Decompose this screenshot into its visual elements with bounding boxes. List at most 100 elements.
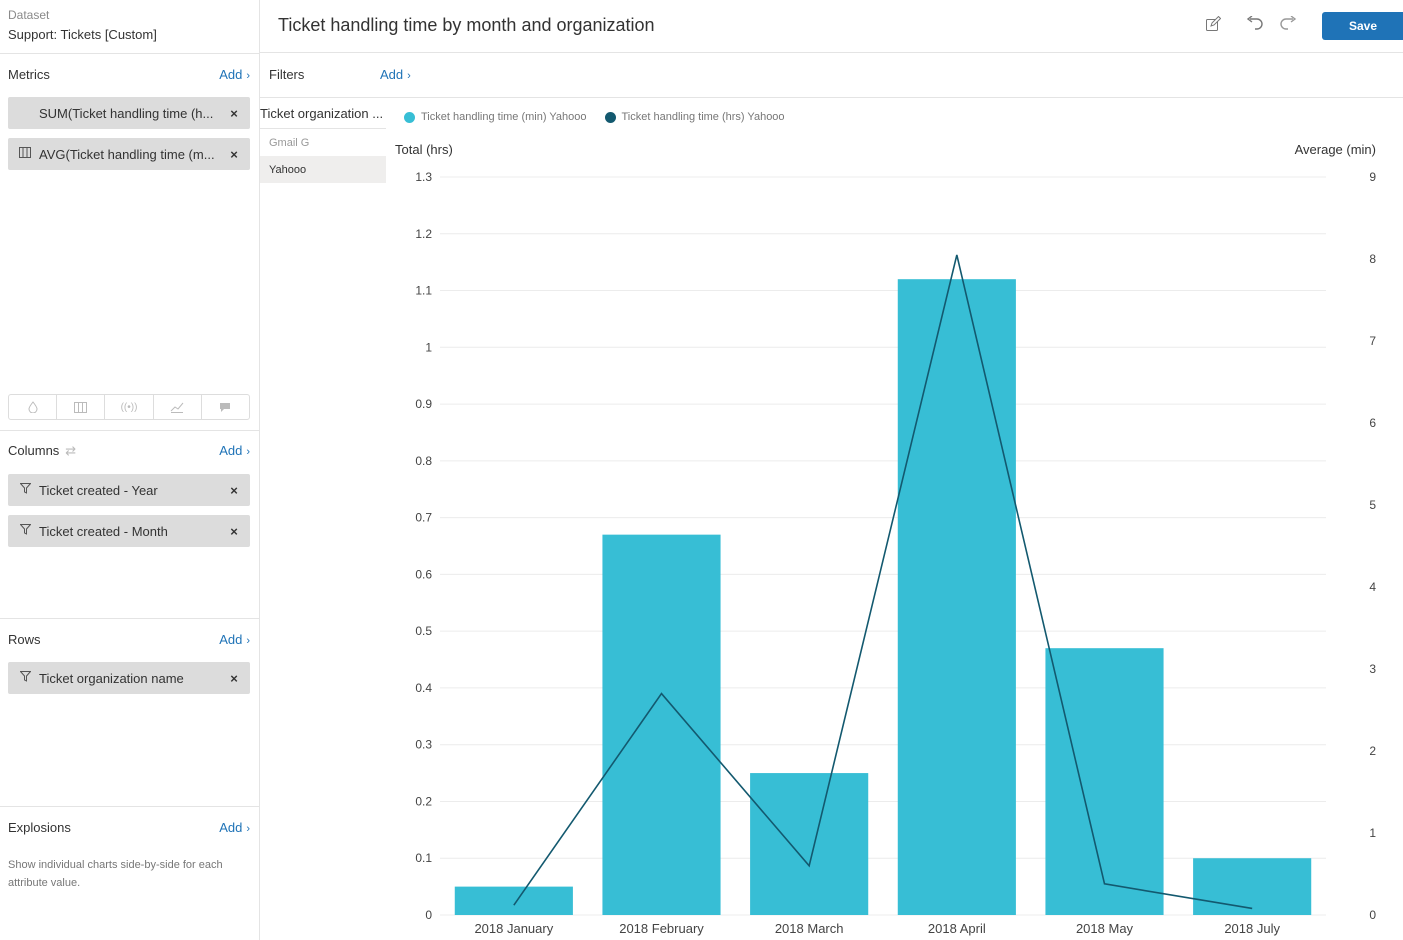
chevron-right-icon: › bbox=[246, 823, 250, 835]
remove-icon[interactable]: × bbox=[230, 482, 238, 498]
dataset-name[interactable]: Support: Tickets [Custom] bbox=[8, 27, 157, 42]
comment-icon[interactable] bbox=[202, 395, 249, 419]
legend-item[interactable]: Ticket handling time (min) Yahooo bbox=[404, 111, 587, 123]
chart-canvas: 0 0.1 0.2 0.3 0.4 0.5 0.6 0.7 0.8 0.9 1 1.1 1.2 1.3 0 1… bbox=[415, 170, 1376, 936]
bar bbox=[1193, 858, 1312, 915]
row-selector: Ticket organization ... Gmail G Yahooo bbox=[260, 98, 386, 183]
filter-icon[interactable] bbox=[18, 671, 32, 685]
rows-add-label: Add bbox=[219, 632, 243, 647]
chevron-right-icon: › bbox=[246, 635, 250, 647]
remove-icon[interactable]: × bbox=[230, 105, 238, 121]
metrics-add-button[interactable]: Add › bbox=[219, 67, 250, 82]
columns-title-label: Columns bbox=[8, 443, 60, 458]
filters-label: Filters bbox=[269, 67, 305, 82]
x-tick-label: 2018 May bbox=[1076, 921, 1134, 936]
explosions-description: Show individual charts side-by-side for … bbox=[8, 859, 223, 889]
x-tick-label: 2018 February bbox=[619, 921, 704, 936]
divider bbox=[0, 430, 259, 431]
metric-pill[interactable]: SUM(Ticket handling time (h... × bbox=[8, 97, 250, 129]
columns-icon[interactable] bbox=[57, 395, 106, 419]
filters-add-button[interactable]: Add › bbox=[380, 67, 411, 82]
metric-pill-label: SUM(Ticket handling time (h... bbox=[39, 105, 214, 121]
filter-icon[interactable] bbox=[18, 483, 32, 497]
y-axis-title-left: Total (hrs) bbox=[395, 142, 453, 157]
row-pill[interactable]: Ticket organization name × bbox=[8, 662, 250, 694]
y-tick-label-left: 1.3 bbox=[415, 170, 432, 184]
y-tick-label-right: 7 bbox=[1369, 334, 1376, 348]
chevron-right-icon: › bbox=[246, 446, 250, 458]
y-tick-label-right: 4 bbox=[1369, 580, 1376, 594]
line-series bbox=[513, 254, 1253, 910]
remove-icon[interactable]: × bbox=[230, 670, 238, 686]
y-axis-title-right: Average (min) bbox=[1294, 142, 1376, 157]
x-tick-label: 2018 January bbox=[474, 921, 553, 936]
columns-add-button[interactable]: Add › bbox=[219, 443, 250, 458]
undo-icon[interactable] bbox=[1246, 15, 1264, 35]
legend-item[interactable]: Ticket handling time (hrs) Yahooo bbox=[604, 111, 785, 123]
metrics-title: Metrics bbox=[8, 67, 50, 82]
y-tick-label-right: 3 bbox=[1369, 662, 1376, 676]
filter-icon[interactable] bbox=[18, 524, 32, 538]
y-tick-label-left: 0.9 bbox=[415, 397, 432, 411]
y-tick-label-right: 2 bbox=[1369, 744, 1376, 758]
column-pill[interactable]: Ticket created - Year × bbox=[8, 474, 250, 506]
y-tick-label-right: 9 bbox=[1369, 170, 1376, 184]
dataset-label: Dataset bbox=[8, 8, 50, 22]
row-pill-label: Ticket organization name bbox=[39, 670, 184, 686]
divider bbox=[0, 53, 259, 54]
remove-icon[interactable]: × bbox=[230, 146, 238, 162]
divider bbox=[0, 618, 259, 619]
y-tick-label-left: 1 bbox=[425, 340, 432, 354]
column-chart-icon bbox=[18, 147, 32, 161]
remove-icon[interactable]: × bbox=[230, 523, 238, 539]
swap-icon[interactable]: ⇄ bbox=[65, 443, 77, 458]
y-tick-label-left: 0.5 bbox=[415, 624, 432, 638]
y-tick-label-left: 0.1 bbox=[415, 851, 432, 865]
y-tick-label-right: 8 bbox=[1369, 252, 1376, 266]
save-button[interactable]: Save bbox=[1322, 12, 1403, 40]
metric-pill-label: AVG(Ticket handling time (m... bbox=[39, 146, 215, 162]
redo-icon[interactable] bbox=[1279, 15, 1297, 35]
chart-type-toggle: ((•)) bbox=[8, 394, 250, 420]
y-tick-label-right: 0 bbox=[1369, 908, 1376, 922]
chart-legend: Ticket handling time (min) Yahooo Ticket… bbox=[404, 111, 803, 123]
columns-add-label: Add bbox=[219, 443, 243, 458]
row-selector-item[interactable]: Yahooo bbox=[260, 156, 386, 183]
y-tick-label-right: 6 bbox=[1369, 416, 1376, 430]
columns-title: Columns ⇄ bbox=[8, 443, 76, 459]
y-tick-label-left: 1.1 bbox=[415, 284, 432, 298]
y-tick-label-left: 0 bbox=[425, 908, 432, 922]
page-title[interactable]: Ticket handling time by month and organi… bbox=[278, 15, 655, 35]
y-tick-label-right: 5 bbox=[1369, 498, 1376, 512]
filters-add-label: Add bbox=[380, 67, 404, 82]
header: Ticket handling time by month and organi… bbox=[260, 0, 1403, 53]
metric-pill[interactable]: AVG(Ticket handling time (m... × bbox=[8, 138, 250, 170]
chevron-right-icon: › bbox=[407, 70, 411, 82]
drop-icon[interactable] bbox=[9, 395, 58, 419]
divider bbox=[0, 806, 259, 807]
column-pill-label: Ticket created - Month bbox=[39, 523, 168, 539]
filter-bar: Filters Add › bbox=[260, 53, 1403, 98]
row-selector-title: Ticket organization ... bbox=[260, 98, 386, 129]
trend-icon[interactable] bbox=[154, 395, 202, 419]
broadcast-icon[interactable]: ((•)) bbox=[105, 395, 154, 419]
explosions-title: Explosions bbox=[8, 820, 71, 835]
bar bbox=[602, 534, 721, 915]
bar bbox=[1045, 648, 1164, 915]
rows-add-button[interactable]: Add › bbox=[219, 632, 250, 647]
chart: Ticket handling time (min) Yahooo Ticket… bbox=[386, 98, 1403, 940]
row-selector-item[interactable]: Gmail G bbox=[269, 136, 310, 149]
column-pill-label: Ticket created - Year bbox=[39, 482, 158, 498]
explosions-add-button[interactable]: Add › bbox=[219, 820, 250, 835]
y-tick-label-left: 0.2 bbox=[415, 794, 432, 808]
edit-icon[interactable] bbox=[1205, 15, 1222, 37]
x-tick-label: 2018 July bbox=[1224, 921, 1280, 936]
legend-label: Ticket handling time (min) Yahooo bbox=[421, 111, 587, 123]
column-pill[interactable]: Ticket created - Month × bbox=[8, 515, 250, 547]
metrics-add-label: Add bbox=[219, 67, 243, 82]
bar bbox=[454, 886, 573, 915]
y-tick-label-left: 0.6 bbox=[415, 567, 432, 581]
y-tick-label-left: 0.8 bbox=[415, 454, 432, 468]
explosions-add-label: Add bbox=[219, 820, 243, 835]
x-tick-label: 2018 March bbox=[775, 921, 844, 936]
